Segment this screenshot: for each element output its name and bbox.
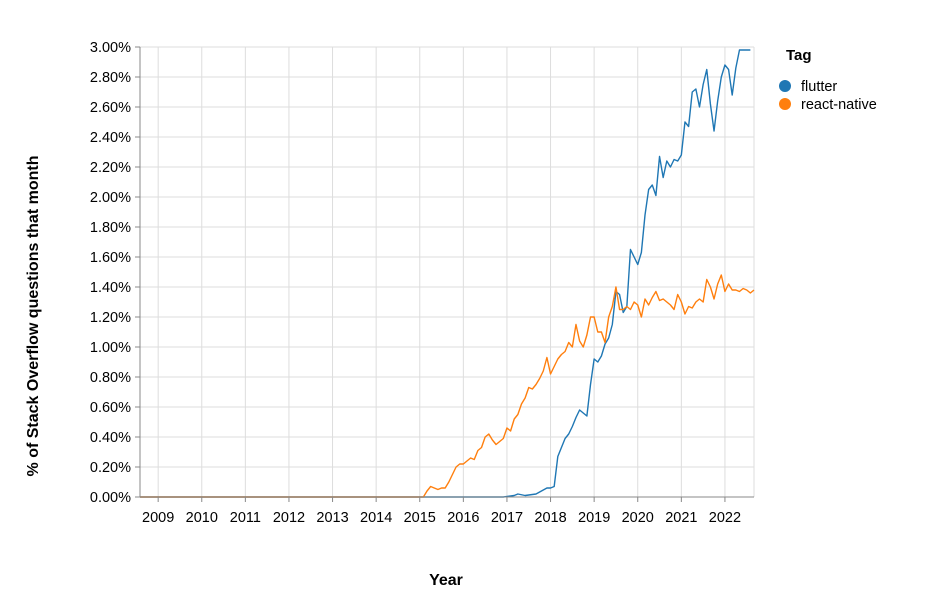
x-tick-label: 2018 [534,510,566,526]
x-tick-label: 2015 [404,510,436,526]
legend: Tag flutter react-native [779,47,877,113]
legend-label-react-native: react-native [801,97,877,113]
axes: 0.00% 0.20% 0.40% 0.60% 0.80% 1.00% 1.20% 1.40%… [90,40,754,526]
y-tick-label: 3.00% [90,40,131,56]
x-tick-label: 2022 [709,510,741,526]
y-tick-label: 0.40% [90,430,131,446]
x-tick-label: 2014 [360,510,392,526]
y-tick-label: 1.20% [90,310,131,326]
y-tick-label: 0.60% [90,400,131,416]
y-tick-label: 2.00% [90,190,131,206]
legend-title: Tag [786,47,812,64]
x-tick-label: 2021 [665,510,697,526]
y-tick-label: 1.60% [90,250,131,266]
x-axis-title: Year [429,572,463,589]
y-tick-label: 2.20% [90,160,131,176]
y-axis-title: % of Stack Overflow questions that month [25,156,42,477]
x-tick-label: 2019 [578,510,610,526]
x-tick-label: 2010 [186,510,218,526]
legend-marker-react-native [779,98,791,110]
y-tick-label: 1.00% [90,340,131,356]
x-tick-label: 2020 [622,510,654,526]
y-tick-label: 0.20% [90,460,131,476]
series-line-flutter [140,49,751,498]
y-tick-label: 2.60% [90,100,131,116]
grid-lines [140,46,755,498]
x-tick-label: 2009 [142,510,174,526]
x-tick-label: 2017 [491,510,523,526]
y-tick-label: 1.40% [90,280,131,296]
y-tick-label: 1.80% [90,220,131,236]
series-lines [140,49,755,498]
x-tick-label: 2016 [447,510,479,526]
x-tick-label: 2013 [316,510,348,526]
legend-items: flutter react-native [779,79,877,113]
y-tick-label: 2.40% [90,130,131,146]
x-tick-label: 2012 [273,510,305,526]
x-tick-label: 2011 [230,510,261,526]
y-tick-label: 2.80% [90,70,131,86]
legend-label-flutter: flutter [801,79,837,95]
series-line-react-native [140,274,755,498]
legend-marker-flutter [779,80,791,92]
y-tick-label: 0.80% [90,370,131,386]
y-tick-label: 0.00% [90,490,131,506]
